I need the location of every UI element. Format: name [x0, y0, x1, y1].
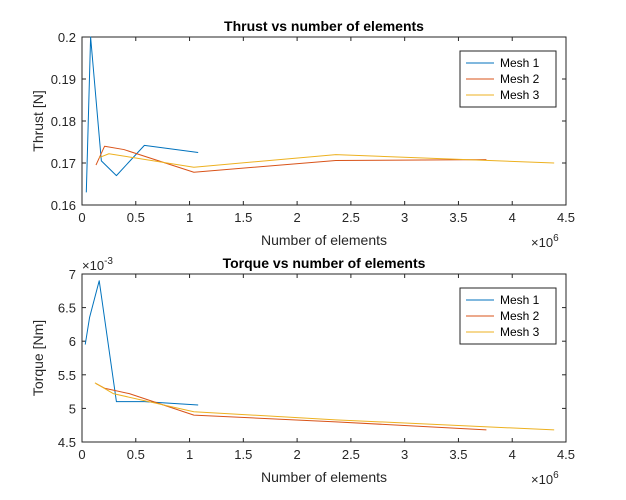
torque-series-lines — [84, 280, 555, 431]
thrust-x-tick-label: 1 — [186, 210, 193, 225]
torque-ticks: 0 0.5 1 1.5 2 2.5 3 3.5 4 4.5 4.5 5 5.5 6 6.5 7 — [58, 267, 575, 462]
torque-y-exponent-label: ×10-3 — [82, 256, 113, 273]
thrust-y-tick-label: 0.18 — [51, 114, 76, 129]
torque-x-tick-label: 2.5 — [342, 447, 360, 462]
torque-legend-label: Mesh 2 — [500, 309, 540, 323]
torque-y-tick-label: 5.5 — [58, 368, 76, 383]
thrust-plot-title: Thrust vs number of elements — [224, 18, 424, 34]
torque-x-tick-label: 3 — [401, 447, 408, 462]
thrust-x-exponent-label: ×106 — [531, 233, 559, 250]
thrust-plot: Thrust vs number of elements Number of e… — [30, 18, 575, 250]
torque-legend: Mesh 1 Mesh 2 Mesh 3 — [459, 287, 557, 345]
torque-x-tick-label: 1 — [186, 447, 193, 462]
thrust-y-axis-label: Thrust [N] — [30, 90, 46, 151]
torque-x-tick-label: 4.5 — [557, 447, 575, 462]
thrust-x-tick-label: 2.5 — [342, 210, 360, 225]
thrust-x-tick-label: 3 — [401, 210, 408, 225]
torque-x-tick-label: 0.5 — [127, 447, 145, 462]
thrust-line-mesh-3 — [99, 153, 555, 168]
torque-line-mesh-3 — [94, 382, 555, 431]
torque-y-tick-label: 6 — [69, 334, 76, 349]
torque-plot: Torque vs number of elements Number of e… — [30, 255, 575, 487]
thrust-x-tick-label: 4 — [509, 210, 516, 225]
torque-y-tick-label: 5 — [69, 401, 76, 416]
thrust-legend-label: Mesh 1 — [500, 56, 540, 70]
torque-x-tick-label: 1.5 — [234, 447, 252, 462]
thrust-ticks: 0 0.5 1 1.5 2 2.5 3 3.5 4 4.5 0.16 0.17 0.18 0.19 0.2 — [51, 30, 575, 225]
thrust-legend: Mesh 1 Mesh 2 Mesh 3 — [459, 50, 557, 108]
torque-x-tick-label: 2 — [293, 447, 300, 462]
thrust-x-axis-label: Number of elements — [261, 232, 387, 248]
torque-y-tick-label: 7 — [69, 267, 76, 282]
thrust-legend-label: Mesh 2 — [500, 72, 540, 86]
thrust-x-tick-label: 4.5 — [557, 210, 575, 225]
torque-x-exponent-label: ×106 — [531, 470, 559, 487]
thrust-y-tick-label: 0.19 — [51, 72, 76, 87]
torque-x-tick-label: 0 — [78, 447, 85, 462]
thrust-x-tick-label: 0 — [78, 210, 85, 225]
torque-plot-title: Torque vs number of elements — [223, 255, 426, 271]
thrust-x-tick-label: 1.5 — [234, 210, 252, 225]
torque-y-tick-label: 6.5 — [58, 301, 76, 316]
torque-y-axis-label: Torque [Nm] — [30, 320, 46, 396]
thrust-y-tick-label: 0.16 — [51, 198, 76, 213]
thrust-x-tick-label: 0.5 — [127, 210, 145, 225]
thrust-y-tick-label: 0.17 — [51, 156, 76, 171]
torque-x-tick-label: 4 — [509, 447, 516, 462]
thrust-line-mesh-1 — [85, 36, 199, 193]
torque-x-axis-label: Number of elements — [261, 469, 387, 485]
thrust-x-tick-label: 2 — [293, 210, 300, 225]
thrust-legend-label: Mesh 3 — [500, 88, 540, 102]
torque-y-tick-label: 4.5 — [58, 435, 76, 450]
thrust-line-mesh-2 — [95, 145, 487, 173]
torque-legend-label: Mesh 1 — [500, 293, 540, 307]
torque-legend-label: Mesh 3 — [500, 325, 540, 339]
torque-x-tick-label: 3.5 — [449, 447, 467, 462]
torque-legend-box — [459, 287, 557, 345]
thrust-y-tick-label: 0.2 — [58, 30, 76, 45]
thrust-x-tick-label: 3.5 — [449, 210, 467, 225]
thrust-series-lines — [85, 36, 555, 193]
